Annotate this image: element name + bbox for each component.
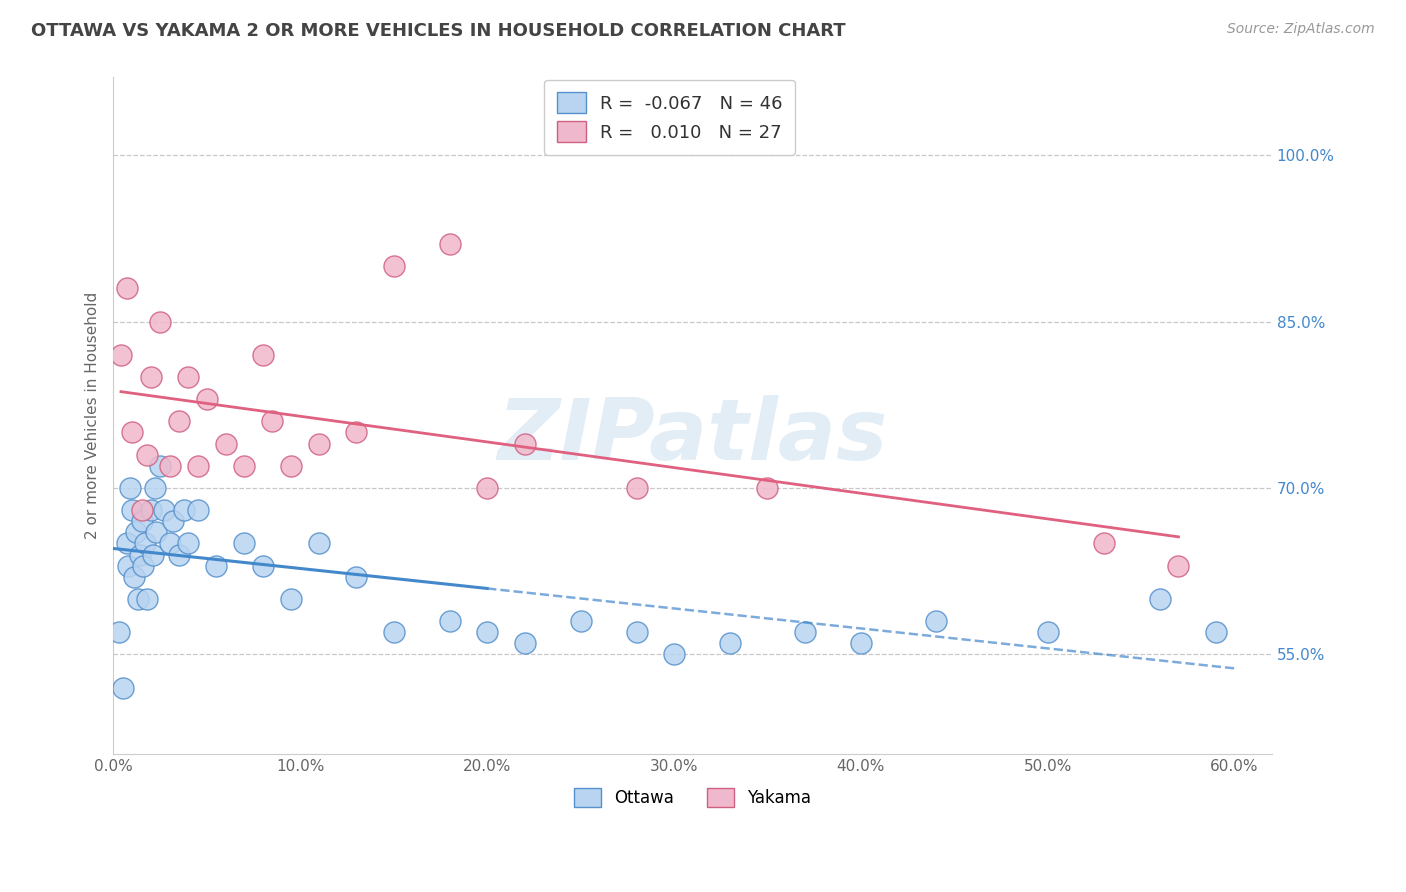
Point xyxy=(131,503,153,517)
Point xyxy=(382,259,405,273)
Legend: Ottawa, Yakama: Ottawa, Yakama xyxy=(568,781,818,814)
Y-axis label: 2 or more Vehicles in Household: 2 or more Vehicles in Household xyxy=(86,293,100,540)
Text: ZIPatlas: ZIPatlas xyxy=(498,394,887,477)
Point xyxy=(121,425,143,440)
Point xyxy=(149,314,172,328)
Point xyxy=(513,636,536,650)
Point xyxy=(924,614,946,628)
Point xyxy=(136,448,159,462)
Point xyxy=(233,458,256,473)
Point xyxy=(145,525,167,540)
Point xyxy=(382,625,405,640)
Point xyxy=(125,525,148,540)
Point xyxy=(132,558,155,573)
Point xyxy=(177,370,200,384)
Point xyxy=(205,558,228,573)
Point xyxy=(280,591,302,606)
Point xyxy=(167,548,190,562)
Point xyxy=(344,570,367,584)
Point xyxy=(756,481,779,495)
Point xyxy=(136,591,159,606)
Point xyxy=(439,614,461,628)
Point xyxy=(153,503,176,517)
Point xyxy=(262,414,284,428)
Point xyxy=(1092,536,1115,550)
Point xyxy=(1036,625,1059,640)
Point xyxy=(344,425,367,440)
Point xyxy=(308,436,330,450)
Point xyxy=(142,548,165,562)
Point xyxy=(134,536,156,550)
Point xyxy=(308,536,330,550)
Point xyxy=(121,503,143,517)
Point xyxy=(110,348,132,362)
Point xyxy=(159,458,181,473)
Point xyxy=(233,536,256,550)
Text: Source: ZipAtlas.com: Source: ZipAtlas.com xyxy=(1227,22,1375,37)
Point xyxy=(120,481,142,495)
Point xyxy=(139,370,162,384)
Point xyxy=(475,481,498,495)
Point xyxy=(143,481,166,495)
Point xyxy=(162,514,184,528)
Point xyxy=(195,392,218,407)
Point xyxy=(252,348,274,362)
Point xyxy=(793,625,815,640)
Point xyxy=(131,514,153,528)
Point xyxy=(149,458,172,473)
Point xyxy=(439,236,461,251)
Point xyxy=(177,536,200,550)
Point xyxy=(1205,625,1227,640)
Point xyxy=(117,558,139,573)
Point xyxy=(1149,591,1171,606)
Point xyxy=(159,536,181,550)
Point xyxy=(139,503,162,517)
Point xyxy=(280,458,302,473)
Point xyxy=(662,648,685,662)
Point xyxy=(115,536,138,550)
Point xyxy=(173,503,195,517)
Point xyxy=(513,436,536,450)
Point xyxy=(122,570,145,584)
Point xyxy=(127,591,149,606)
Point xyxy=(849,636,872,650)
Point xyxy=(187,458,209,473)
Point xyxy=(626,481,648,495)
Point xyxy=(475,625,498,640)
Point xyxy=(187,503,209,517)
Point xyxy=(115,281,138,295)
Point xyxy=(626,625,648,640)
Point xyxy=(167,414,190,428)
Point xyxy=(718,636,741,650)
Point xyxy=(111,681,134,695)
Point xyxy=(252,558,274,573)
Point xyxy=(1167,558,1189,573)
Point xyxy=(108,625,131,640)
Point xyxy=(128,548,150,562)
Point xyxy=(569,614,592,628)
Point xyxy=(214,436,236,450)
Text: OTTAWA VS YAKAMA 2 OR MORE VEHICLES IN HOUSEHOLD CORRELATION CHART: OTTAWA VS YAKAMA 2 OR MORE VEHICLES IN H… xyxy=(31,22,845,40)
